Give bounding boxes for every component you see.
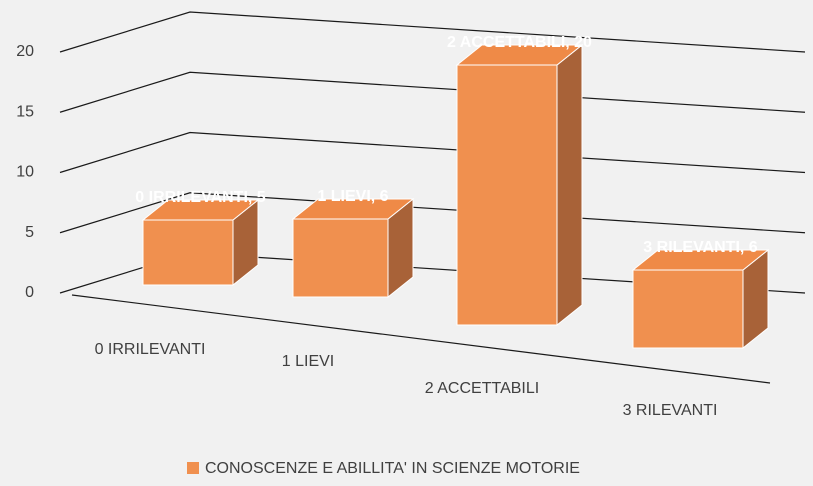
bar <box>456 64 558 326</box>
y-tick-label: 5 <box>25 224 34 241</box>
bar <box>632 269 744 349</box>
data-label: 1 LIEVI, 6 <box>317 188 388 205</box>
grid-line <box>59 131 806 174</box>
x-tick-label: 3 RILEVANTI <box>623 402 718 419</box>
legend-swatch <box>187 462 199 474</box>
legend-label: CONOSCENZE E ABILLITA' IN SCIENZE MOTORI… <box>205 460 580 477</box>
bar <box>142 219 234 286</box>
y-tick-label: 15 <box>16 103 34 120</box>
y-tick-label: 20 <box>16 43 34 60</box>
x-tick-label: 0 IRRILEVANTI <box>95 341 206 358</box>
grid-line <box>59 11 806 53</box>
grid-line <box>59 192 806 234</box>
data-label: 0 IRRILEVANTI, 5 <box>135 189 265 206</box>
y-tick-label: 0 <box>25 284 34 301</box>
floor-edge <box>71 294 771 384</box>
data-label: 2 ACCETTABILI, 20 <box>447 34 592 51</box>
x-tick-label: 1 LIEVI <box>282 353 334 370</box>
data-label: 3 RILEVANTI, 6 <box>643 239 757 256</box>
y-tick-label: 10 <box>16 164 34 181</box>
grid-line <box>59 71 806 113</box>
x-tick-label: 2 ACCETTABILI <box>425 380 539 397</box>
bar-side <box>556 43 583 327</box>
bar <box>292 218 389 298</box>
